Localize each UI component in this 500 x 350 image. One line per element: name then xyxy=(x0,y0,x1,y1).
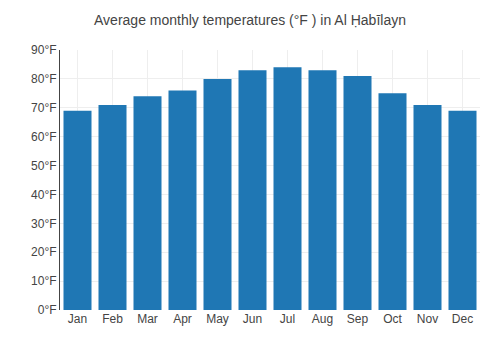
svg-text:Jun: Jun xyxy=(243,312,262,326)
svg-text:Jan: Jan xyxy=(68,312,87,326)
svg-text:Apr: Apr xyxy=(173,312,192,326)
svg-text:Feb: Feb xyxy=(102,312,123,326)
svg-text:Nov: Nov xyxy=(417,312,438,326)
svg-text:70°F: 70°F xyxy=(31,101,56,115)
svg-text:30°F: 30°F xyxy=(31,217,56,231)
svg-text:50°F: 50°F xyxy=(31,159,56,173)
svg-text:20°F: 20°F xyxy=(31,245,56,259)
svg-text:Oct: Oct xyxy=(383,312,402,326)
svg-text:Jul: Jul xyxy=(280,312,295,326)
svg-text:60°F: 60°F xyxy=(31,130,56,144)
svg-text:90°F: 90°F xyxy=(31,43,56,57)
svg-text:May: May xyxy=(206,312,229,326)
svg-text:Dec: Dec xyxy=(452,312,473,326)
svg-text:40°F: 40°F xyxy=(31,188,56,202)
svg-text:Sep: Sep xyxy=(347,312,369,326)
svg-text:0°F: 0°F xyxy=(38,303,57,317)
svg-text:10°F: 10°F xyxy=(31,274,56,288)
svg-text:Average monthly temperatures (: Average monthly temperatures (°F ) in Al… xyxy=(94,12,406,28)
svg-text:Aug: Aug xyxy=(312,312,333,326)
svg-text:Mar: Mar xyxy=(137,312,158,326)
svg-text:80°F: 80°F xyxy=(31,72,56,86)
